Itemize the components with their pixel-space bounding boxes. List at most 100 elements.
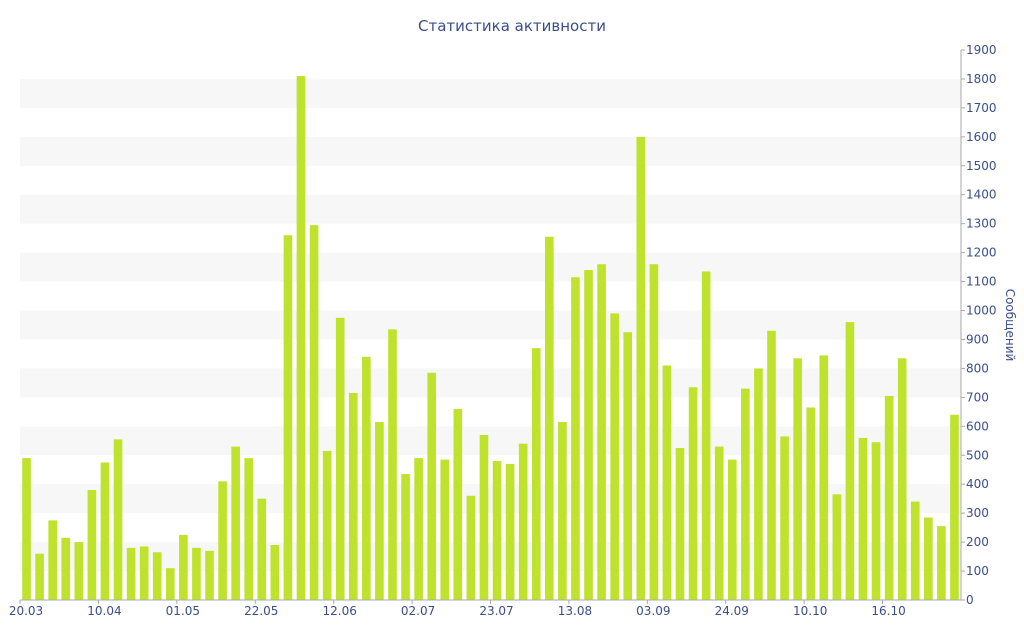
bar <box>597 264 606 600</box>
grid-band <box>20 368 961 398</box>
bar <box>741 388 750 600</box>
bar <box>662 365 672 600</box>
bar <box>309 225 319 600</box>
bar <box>152 552 162 600</box>
bar <box>427 372 437 600</box>
bar <box>584 270 593 600</box>
x-tick-label: 01.05 <box>166 604 200 618</box>
grid-band <box>20 194 961 224</box>
x-tick-label: 20.03 <box>9 604 43 618</box>
bar <box>100 462 110 600</box>
x-tick-label: 22.05 <box>244 604 278 618</box>
y-axis-label: Сообщений <box>1003 289 1017 362</box>
y-axis-ticks: 0 100 200 300 400 500 600 700 800 900 1000 1100 1200… <box>961 43 997 607</box>
bar <box>819 355 829 600</box>
y-tick-label: 1500 <box>966 159 997 173</box>
bar <box>87 490 97 600</box>
y-tick-label: 1400 <box>966 188 997 202</box>
bar <box>192 547 201 600</box>
bar <box>126 547 136 600</box>
bar <box>48 520 57 600</box>
bar <box>675 448 685 600</box>
bar <box>688 387 698 600</box>
bar <box>401 474 410 600</box>
bar <box>832 494 842 600</box>
bar <box>571 277 580 600</box>
y-tick-label: 1700 <box>966 101 997 115</box>
bar <box>871 442 881 600</box>
y-tick-label: 100 <box>966 564 989 578</box>
bar <box>139 546 149 600</box>
bar <box>244 458 254 600</box>
bar <box>544 236 554 601</box>
bar <box>727 459 737 600</box>
y-tick-label: 200 <box>966 535 989 549</box>
bar <box>257 498 267 600</box>
bar <box>714 446 724 600</box>
grid-band <box>20 78 961 108</box>
bar <box>218 481 227 600</box>
x-tick-label: 13.08 <box>558 604 592 618</box>
y-tick-label: 0 <box>966 593 974 607</box>
y-tick-label: 600 <box>966 419 989 433</box>
y-tick-label: 400 <box>966 477 989 491</box>
bar <box>767 330 776 600</box>
x-tick-label: 24.09 <box>715 604 749 618</box>
bar-series <box>22 76 959 601</box>
bar <box>205 550 214 600</box>
bar <box>531 348 541 600</box>
bar <box>414 458 423 600</box>
grid-band <box>20 484 961 514</box>
bar <box>558 421 567 600</box>
y-tick-label: 800 <box>966 361 989 375</box>
bar <box>388 329 397 600</box>
x-tick-label: 16.10 <box>871 604 905 618</box>
bar <box>440 459 450 600</box>
bar <box>845 322 855 600</box>
bar <box>179 534 188 600</box>
bar <box>322 450 332 600</box>
y-tick-label: 700 <box>966 390 989 404</box>
y-tick-label: 1200 <box>966 246 997 260</box>
y-tick-label: 300 <box>966 506 989 520</box>
bar <box>335 317 345 600</box>
bar <box>701 271 711 600</box>
bar <box>22 458 31 600</box>
bar <box>754 368 763 600</box>
bar <box>61 537 71 600</box>
bar <box>897 358 907 600</box>
bar <box>113 439 123 600</box>
bar <box>35 553 44 600</box>
grid-band <box>20 310 961 340</box>
y-tick-label: 1800 <box>966 72 997 86</box>
x-tick-label: 10.04 <box>87 604 121 618</box>
bar <box>479 435 489 600</box>
x-tick-label: 10.10 <box>793 604 827 618</box>
bar <box>884 395 894 600</box>
y-tick-label: 1900 <box>966 43 997 57</box>
x-tick-label: 02.07 <box>401 604 435 618</box>
y-tick-label: 500 <box>966 448 989 462</box>
x-tick-label: 23.07 <box>479 604 513 618</box>
bar <box>937 526 946 600</box>
bar <box>623 332 633 600</box>
bar <box>231 446 240 600</box>
bar <box>505 463 515 600</box>
bar <box>492 461 502 600</box>
bar <box>466 495 476 600</box>
bar <box>296 76 306 601</box>
bar <box>924 517 933 600</box>
y-tick-label: 1300 <box>966 217 997 231</box>
bar <box>806 407 816 600</box>
grid-band <box>20 252 961 282</box>
bar <box>165 568 175 600</box>
bar <box>793 358 802 600</box>
bar <box>780 436 789 600</box>
bar <box>858 437 868 600</box>
y-tick-label: 900 <box>966 332 989 346</box>
bar <box>283 235 293 600</box>
bar <box>950 414 959 600</box>
bar <box>74 542 84 600</box>
grid-bands <box>20 78 961 572</box>
